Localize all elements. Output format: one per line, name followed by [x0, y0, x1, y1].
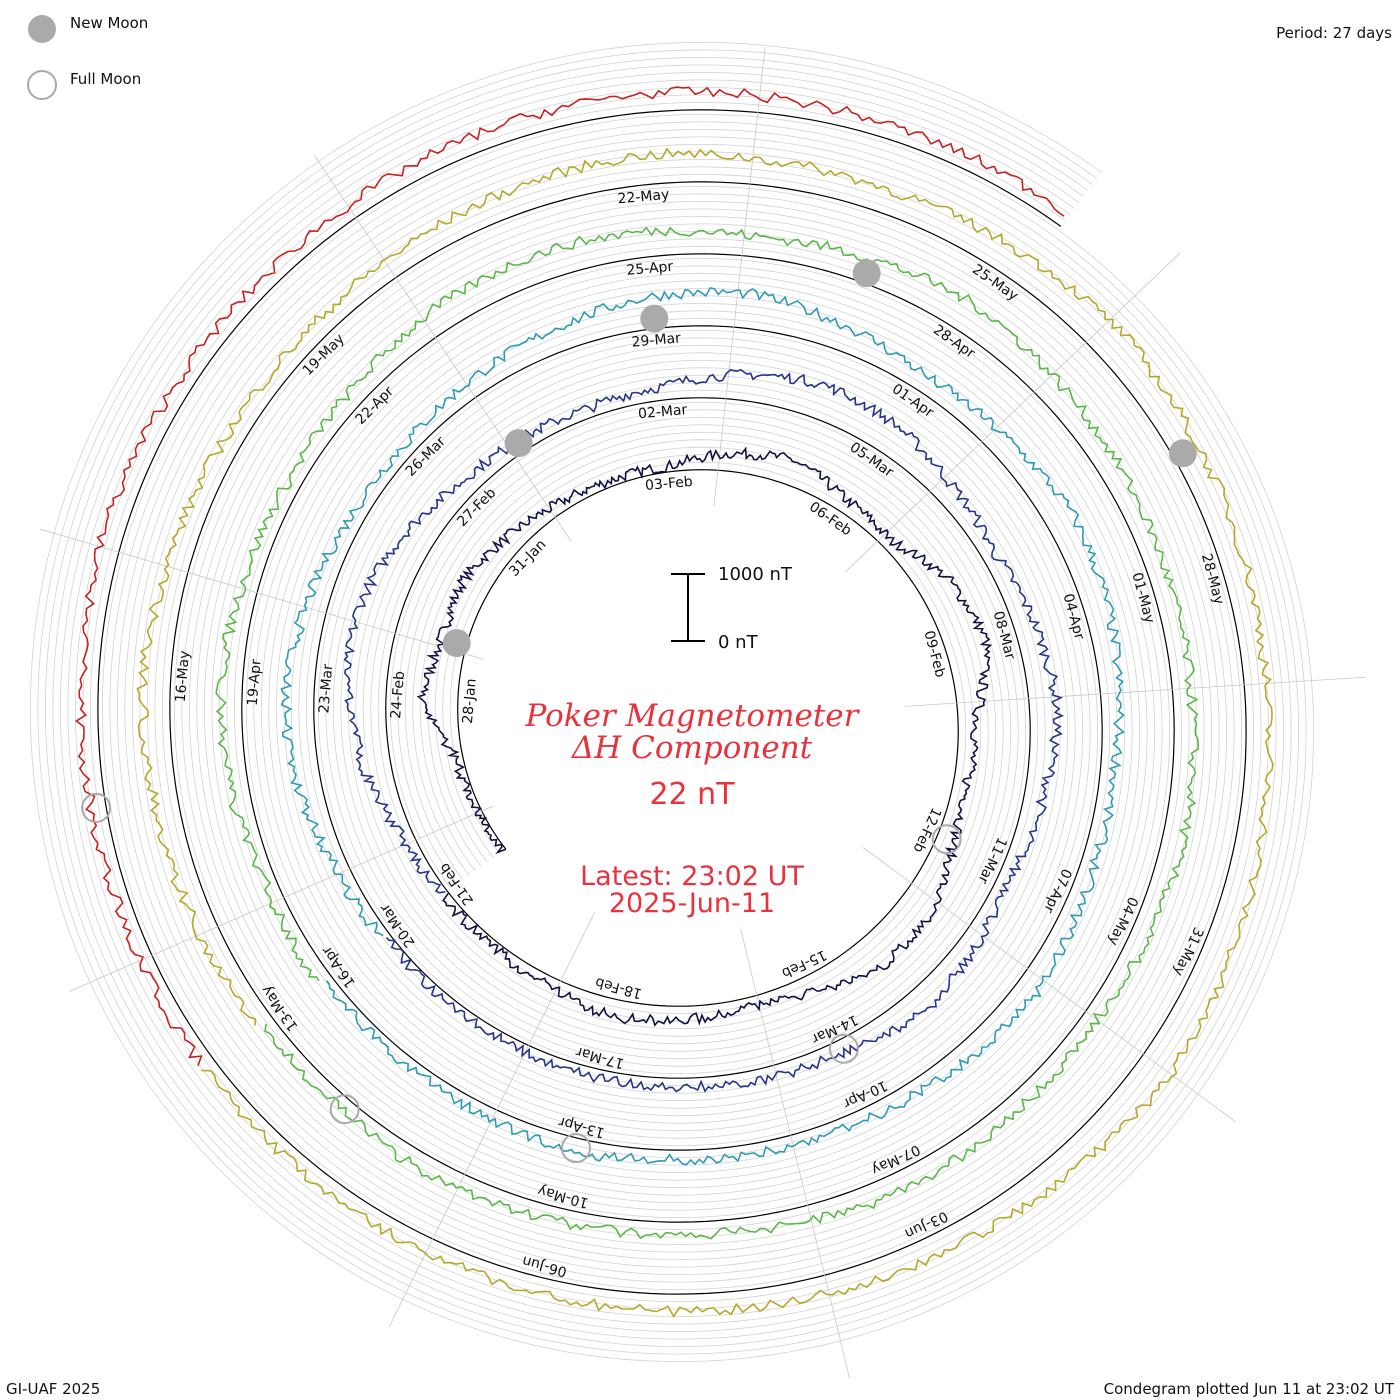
full-moon-marker [81, 792, 112, 823]
chart-title-line1: Poker Magnetometer [525, 698, 861, 734]
date-label: 06-Jun [521, 1252, 569, 1279]
series-line-4 [136, 147, 1274, 1319]
new-moon-marker [852, 259, 881, 288]
date-label: 03-Feb [644, 474, 693, 494]
date-label: 13-Apr [557, 1113, 607, 1141]
full-moon-marker [329, 1094, 360, 1125]
date-label: 19-Apr [245, 658, 265, 706]
latest-time: Latest: 23:02 UT [580, 861, 804, 892]
scale-bottom-label: 0 nT [718, 632, 759, 653]
grid-ring [82, 94, 1262, 1310]
new-moon-legend-icon [28, 15, 56, 43]
footer-credit: GI-UAF 2025 [6, 1380, 100, 1398]
baseline-spiral [97, 109, 1247, 1295]
scale-top-label: 1000 nT [718, 564, 793, 585]
grid-spoke [713, 46, 766, 507]
grid-ring [74, 87, 1270, 1318]
full-moon-marker [561, 1133, 591, 1164]
date-label: 25-Apr [626, 259, 674, 279]
new-moon-legend-label: New Moon [70, 14, 148, 32]
date-label: 10-May [536, 1182, 590, 1211]
period-label: Period: 27 days [1276, 24, 1392, 42]
new-moon-marker [504, 429, 533, 458]
grid-spoke [845, 252, 1181, 572]
new-moon-marker [1168, 439, 1197, 468]
grid-spoke [69, 805, 494, 992]
footer-plot-time: Condegram plotted Jun 11 at 23:02 UT [1104, 1380, 1395, 1398]
grid-spoke [314, 155, 572, 542]
full-moon-marker [931, 824, 962, 855]
series-line-0 [416, 446, 993, 1027]
date-label: 16-May [173, 650, 193, 703]
date-label: 29-Mar [631, 330, 682, 350]
new-moon-marker [640, 304, 669, 333]
date-label: 18-Feb [593, 974, 643, 1002]
full-moon-legend-label: Full Moon [70, 70, 141, 88]
grid-ring [52, 64, 1292, 1340]
series-line-5 [75, 86, 1065, 1066]
series-line-3 [215, 226, 1200, 1240]
date-label: 23-Mar [316, 663, 336, 714]
date-label: 28-Jan [460, 678, 480, 724]
series-line-2 [280, 286, 1125, 1166]
grid-ring [37, 49, 1307, 1355]
latest-date: 2025-Jun-11 [609, 888, 775, 919]
series-line-1 [343, 368, 1065, 1093]
grid [29, 41, 1367, 1379]
grid-ring [59, 71, 1285, 1333]
date-label: 07-Apr [1040, 866, 1074, 915]
new-moon-marker [442, 629, 471, 658]
date-label: 12-Feb [909, 805, 944, 855]
grid-ring [89, 102, 1255, 1303]
current-value: 22 nT [649, 777, 735, 812]
date-label: 22-May [617, 187, 670, 208]
full-moon-marker [828, 1033, 859, 1064]
grid-ring [29, 41, 1315, 1363]
grid-ring [67, 79, 1277, 1325]
date-label: 04-Apr [1060, 592, 1088, 642]
full-moon-legend-icon [27, 70, 57, 100]
chart-title-line2: ΔH Component [571, 730, 813, 766]
data-series [75, 86, 1274, 1319]
grid-spoke [740, 928, 850, 1379]
date-label: 03-Jun [902, 1208, 950, 1242]
date-label: 09-Feb [920, 629, 948, 679]
grid-spoke [904, 676, 1367, 707]
grid-spoke [39, 528, 484, 660]
date-label: 02-Mar [637, 402, 688, 422]
scale-bar [671, 573, 705, 642]
date-label: 17-Mar [574, 1043, 626, 1071]
date-label: 08-Mar [990, 609, 1018, 661]
grid-ring [44, 56, 1300, 1348]
date-label: 24-Feb [388, 670, 408, 719]
moon-markers [81, 259, 1197, 1164]
date-label: 10-Apr [840, 1077, 889, 1111]
